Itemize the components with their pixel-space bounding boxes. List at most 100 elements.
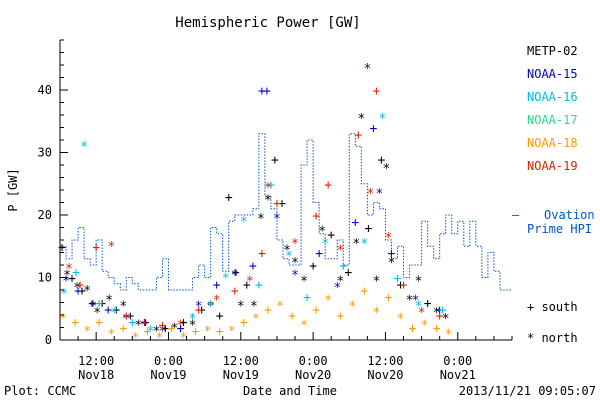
north-marker: *: [357, 112, 365, 127]
x-tick-label-date: Nov20: [295, 368, 331, 382]
south-marker: +: [394, 272, 402, 287]
south-marker: +: [92, 240, 100, 255]
north-marker: *: [107, 328, 115, 343]
north-marker: *: [406, 293, 414, 308]
south-marker: +: [88, 297, 96, 312]
north-marker: *: [291, 256, 299, 271]
south-marker: +: [433, 322, 441, 337]
north-marker: *: [195, 300, 203, 315]
north-marker: *: [336, 243, 344, 258]
north-marker: *: [83, 284, 91, 299]
north-marker: *: [348, 300, 356, 315]
x-tick-label-date: Nov18: [78, 368, 114, 382]
south-marker: +: [128, 315, 136, 330]
north-marker: *: [415, 275, 423, 290]
south-marker: +: [195, 303, 203, 318]
south-marker: +: [303, 290, 311, 305]
north-marker: *: [60, 287, 68, 302]
north-marker: *: [415, 300, 423, 315]
north-marker: *: [250, 300, 258, 315]
north-marker: *: [363, 62, 371, 77]
chart-title: Hemispheric Power [GW]: [175, 15, 360, 31]
south-marker: +: [122, 309, 130, 324]
north-marker: *: [222, 271, 230, 286]
south-marker: +: [225, 190, 233, 205]
north-marker: *: [156, 331, 164, 346]
south-marker: +: [315, 247, 323, 262]
south-marker: +: [409, 322, 417, 337]
north-marker: *: [122, 312, 130, 327]
legend-model-line2: Prime HPI: [527, 222, 592, 236]
south-marker: +: [168, 322, 176, 337]
south-marker: +: [76, 278, 84, 293]
north-marker: *: [73, 281, 81, 296]
south-marker: +: [360, 284, 368, 299]
ovation-prime-step-line: [60, 133, 512, 291]
south-marker: +: [232, 265, 240, 280]
south-marker: +: [312, 209, 320, 224]
north-marker: *: [204, 325, 212, 340]
south-marker: +: [159, 318, 167, 333]
south-marker: +: [324, 178, 332, 193]
y-axis-label: P [GW]: [6, 168, 20, 211]
x-tick-label-time: 0:00: [299, 354, 328, 368]
y-tick-label: 0: [45, 333, 52, 347]
legend-item-noaa-17: NOAA-17: [527, 113, 578, 127]
south-marker: +: [143, 325, 151, 340]
south-marker: +: [267, 178, 275, 193]
north-marker: *: [372, 306, 380, 321]
south-marker: +: [180, 315, 188, 330]
x-tick-label-date: Nov19: [150, 368, 186, 382]
south-marker: +: [140, 315, 148, 330]
north-marker: *: [83, 325, 91, 340]
x-tick-label-time: 0:00: [154, 354, 183, 368]
south-marker: +: [95, 297, 103, 312]
north-marker: *: [240, 215, 248, 230]
south-marker: +: [213, 278, 221, 293]
south-marker: +: [72, 265, 80, 280]
x-tick-label-time: 12:00: [367, 354, 403, 368]
north-marker: *: [421, 318, 429, 333]
north-marker: *: [213, 293, 221, 308]
south-marker: +: [271, 153, 279, 168]
legend-item-metp-02: METP-02: [527, 44, 578, 58]
legend-marker-south: + south: [527, 300, 578, 314]
south-marker: +: [119, 322, 127, 337]
south-marker: +: [312, 303, 320, 318]
y-tick-label: 20: [38, 208, 52, 222]
south-marker: +: [339, 259, 347, 274]
north-marker: *: [372, 275, 380, 290]
south-marker: +: [68, 272, 76, 287]
satellite-observations: +*+*+*+*+ *+ *+* +* + * + *+ *+++*+***++***+* +*+…: [58, 62, 453, 346]
south-marker: +: [71, 315, 79, 330]
south-marker: +: [74, 284, 82, 299]
north-marker: *: [397, 312, 405, 327]
legend: METP-02 NOAA-15 NOAA-16 NOAA-17 NOAA-18 …: [512, 44, 595, 345]
south-marker: +: [104, 303, 112, 318]
south-marker: +: [378, 153, 386, 168]
south-marker: +: [385, 290, 393, 305]
south-marker: +: [397, 278, 405, 293]
legend-model-line1: Ovation: [544, 208, 595, 222]
x-tick-label-time: 0:00: [443, 354, 472, 368]
north-marker: *: [146, 325, 154, 340]
south-marker: +: [216, 325, 224, 340]
north-marker: *: [105, 293, 113, 308]
south-marker: +: [162, 322, 170, 337]
north-marker: *: [264, 181, 272, 196]
north-marker: *: [189, 312, 197, 327]
south-marker: +: [207, 297, 215, 312]
legend-item-noaa-16: NOAA-16: [527, 90, 578, 104]
north-marker: *: [383, 162, 391, 177]
north-marker: *: [140, 318, 148, 333]
south-marker: +: [112, 303, 120, 318]
south-marker: +: [354, 128, 362, 143]
north-marker: *: [231, 268, 239, 283]
north-marker: *: [131, 331, 139, 346]
south-marker: +: [240, 315, 248, 330]
south-marker: +: [263, 84, 271, 99]
legend-model-dash: —: [512, 208, 520, 222]
south-marker: +: [258, 84, 266, 99]
north-marker: *: [360, 237, 368, 252]
